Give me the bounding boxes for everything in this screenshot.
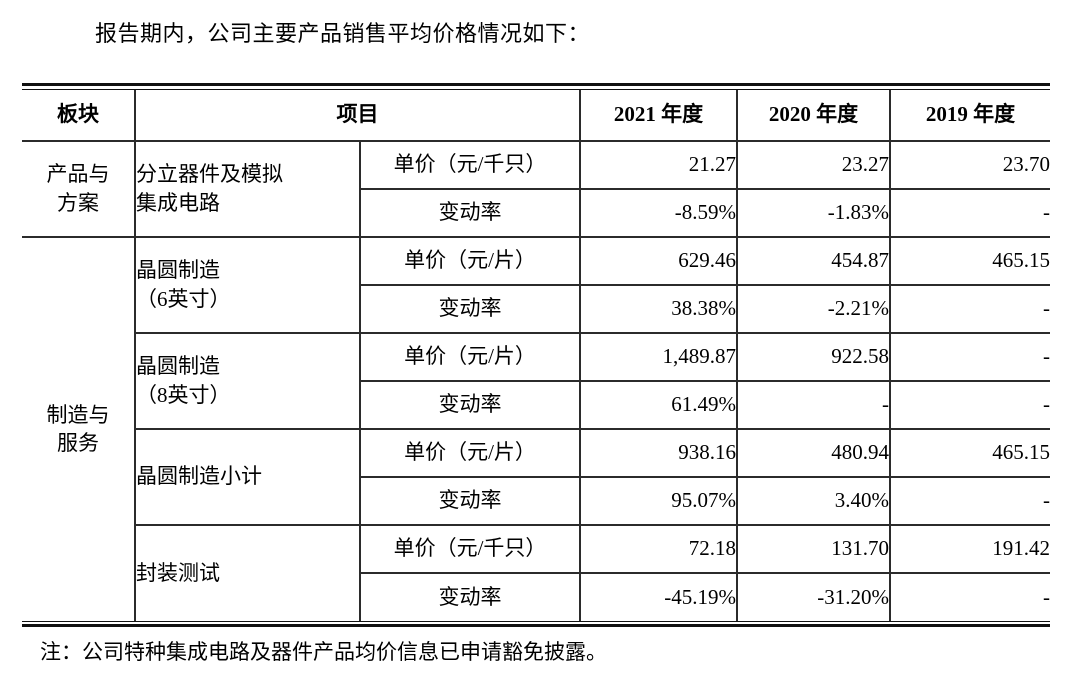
value-cell-2020-highlighted: 131.70 [736, 523, 891, 574]
value-cell-2020: 454.87 [736, 235, 891, 286]
sector-cell: 制造与 服务 [22, 235, 136, 621]
value-cell-2020: 23.27 [736, 139, 891, 190]
value-cell-2021: 21.27 [579, 139, 738, 190]
value-cell-2020: 3.40% [736, 475, 891, 526]
value-cell-2021: 38.38% [579, 283, 738, 334]
value-cell-2020: -2.21% [736, 283, 891, 334]
average-price-table: 板块 项目 2021 年度 2020 年度 2019 年度 产品与 方案 分立器… [22, 89, 1050, 621]
footnote: 注：公司特种集成电路及器件产品均价信息已申请豁免披露。 [40, 639, 607, 664]
product-cell: 晶圆制造 （6英寸） [134, 235, 361, 334]
sector-cell: 产品与 方案 [22, 139, 136, 238]
header-row: 板块 项目 2021 年度 2020 年度 2019 年度 [22, 89, 1050, 142]
value-cell-2021: 1,489.87 [579, 331, 738, 382]
table-row: 产品与 方案 分立器件及模拟 集成电路 单价（元/千只） 21.27 23.27… [22, 139, 1050, 238]
value-cell-2019: 465.15 [889, 427, 1050, 478]
table-row: 变动率 38.38% -2.21% - [22, 283, 1050, 334]
table-row-highlighted: 变动率 -45.19% -31.20% - [22, 571, 1050, 621]
metric-cell-highlighted: 变动率 [359, 571, 581, 621]
metric-cell: 单价（元/千只） [359, 139, 581, 190]
value-cell-2020: -1.83% [736, 187, 891, 238]
col-header-sector: 板块 [22, 89, 136, 142]
value-cell-2019: 465.15 [889, 235, 1050, 286]
table-row: 变动率 95.07% 3.40% - [22, 475, 1050, 526]
value-cell-2019: - [889, 283, 1050, 334]
col-header-2021: 2021 年度 [579, 89, 738, 142]
table-bottom-rule [22, 620, 1050, 627]
product-cell: 晶圆制造 （8英寸） [134, 331, 361, 430]
table-row: 变动率 -8.59% -1.83% - [22, 187, 1050, 238]
table-row: 晶圆制造 （8英寸） 单价（元/片） 1,489.87 922.58 - [22, 331, 1050, 430]
col-header-2019: 2019 年度 [889, 89, 1050, 142]
value-cell-2021: 95.07% [579, 475, 738, 526]
value-cell-2020: 922.58 [736, 331, 891, 382]
table-row-highlighted: 封装测试 单价（元/千只） 72.18 131.70 191.42 [22, 523, 1050, 621]
value-cell-2019: - [889, 379, 1050, 430]
value-cell-2020-highlighted: -31.20% [736, 571, 891, 621]
metric-cell: 单价（元/片） [359, 427, 581, 478]
intro-text: 报告期内，公司主要产品销售平均价格情况如下： [95, 21, 591, 46]
document-page: 报告期内，公司主要产品销售平均价格情况如下： 板块 项目 2021 年度 202… [0, 20, 1080, 677]
value-cell-2021: 61.49% [579, 379, 738, 430]
metric-cell: 变动率 [359, 187, 581, 238]
product-cell-highlighted: 封装测试 [134, 523, 361, 621]
value-cell-2019: - [889, 475, 1050, 526]
product-cell: 分立器件及模拟 集成电路 [134, 139, 361, 238]
table-row: 变动率 61.49% - - [22, 379, 1050, 430]
table-row: 制造与 服务 晶圆制造 （6英寸） 单价（元/片） 629.46 454.87 … [22, 235, 1050, 621]
metric-cell: 变动率 [359, 379, 581, 430]
product-cell: 晶圆制造小计 [134, 427, 361, 526]
metric-cell: 单价（元/片） [359, 331, 581, 382]
value-cell-2019-highlighted: 191.42 [889, 523, 1050, 574]
table-top-rule [22, 82, 1050, 90]
metric-cell-highlighted: 单价（元/千只） [359, 523, 581, 574]
value-cell-2020: 480.94 [736, 427, 891, 478]
metric-cell: 变动率 [359, 283, 581, 334]
metric-cell: 变动率 [359, 475, 581, 526]
value-cell-2021: -8.59% [579, 187, 738, 238]
value-cell-2021: 938.16 [579, 427, 738, 478]
value-cell-2019-highlighted: - [889, 571, 1050, 621]
value-cell-2019: - [889, 331, 1050, 382]
value-cell-2021: 629.46 [579, 235, 738, 286]
metric-cell: 单价（元/片） [359, 235, 581, 286]
col-header-item: 项目 [134, 89, 581, 142]
value-cell-2021-highlighted: 72.18 [579, 523, 738, 574]
table-row: 晶圆制造小计 单价（元/片） 938.16 480.94 465.15 [22, 427, 1050, 526]
price-table-container: 板块 项目 2021 年度 2020 年度 2019 年度 产品与 方案 分立器… [22, 82, 1050, 627]
value-cell-2021-highlighted: -45.19% [579, 571, 738, 621]
value-cell-2020: - [736, 379, 891, 430]
value-cell-2019: 23.70 [889, 139, 1050, 190]
col-header-2020: 2020 年度 [736, 89, 891, 142]
value-cell-2019: - [889, 187, 1050, 238]
